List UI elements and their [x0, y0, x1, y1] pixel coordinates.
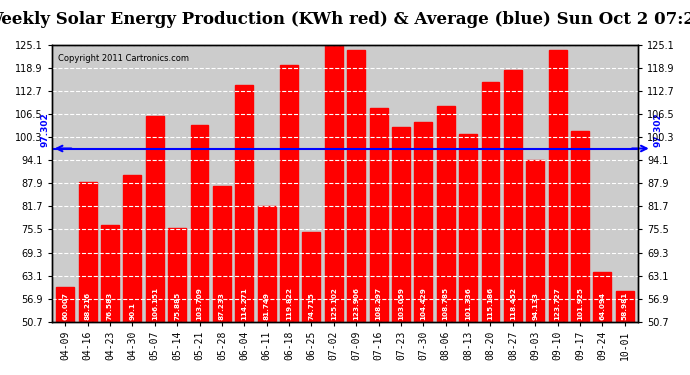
Text: 60.007: 60.007: [62, 292, 68, 320]
Bar: [280, 65, 298, 322]
Bar: [459, 134, 477, 322]
Bar: [526, 160, 544, 322]
Bar: [571, 131, 589, 322]
Text: 125.102: 125.102: [331, 287, 337, 320]
Bar: [437, 106, 455, 322]
Text: Copyright 2011 Cartronics.com: Copyright 2011 Cartronics.com: [58, 54, 188, 63]
Bar: [101, 225, 119, 322]
Bar: [190, 125, 208, 322]
Bar: [370, 108, 388, 322]
Text: 90.1: 90.1: [129, 302, 135, 320]
Bar: [57, 287, 74, 322]
Text: 106.151: 106.151: [152, 287, 158, 320]
Bar: [302, 232, 320, 322]
Text: 97.302: 97.302: [41, 112, 50, 147]
Bar: [593, 272, 611, 322]
Text: 75.885: 75.885: [174, 291, 180, 320]
Bar: [213, 186, 231, 322]
Text: 123.727: 123.727: [555, 287, 561, 320]
Text: 58.981: 58.981: [622, 291, 628, 320]
Bar: [347, 50, 365, 322]
Text: 88.216: 88.216: [85, 292, 90, 320]
Bar: [235, 86, 253, 322]
Text: 108.297: 108.297: [375, 287, 382, 320]
Bar: [616, 291, 633, 322]
Text: 123.906: 123.906: [353, 287, 359, 320]
Text: 118.452: 118.452: [510, 287, 516, 320]
Text: 103.709: 103.709: [197, 287, 202, 320]
Text: Weekly Solar Energy Production (KWh red) & Average (blue) Sun Oct 2 07:27: Weekly Solar Energy Production (KWh red)…: [0, 11, 690, 28]
Bar: [325, 45, 343, 322]
Text: 104.429: 104.429: [420, 287, 426, 320]
Text: 94.133: 94.133: [532, 292, 538, 320]
Bar: [415, 122, 433, 322]
Text: 87.233: 87.233: [219, 292, 225, 320]
Text: 97.302: 97.302: [654, 112, 663, 147]
Bar: [549, 50, 566, 322]
Bar: [79, 182, 97, 322]
Text: 81.749: 81.749: [264, 292, 270, 320]
Text: 74.715: 74.715: [308, 292, 315, 320]
Bar: [504, 70, 522, 322]
Text: 76.583: 76.583: [107, 292, 113, 320]
Bar: [257, 206, 275, 322]
Text: 101.336: 101.336: [465, 287, 471, 320]
Bar: [146, 116, 164, 322]
Bar: [168, 228, 186, 322]
Text: 108.785: 108.785: [443, 286, 448, 320]
Text: 64.094: 64.094: [600, 292, 605, 320]
Text: 119.822: 119.822: [286, 287, 292, 320]
Text: 103.059: 103.059: [398, 287, 404, 320]
Text: 114.271: 114.271: [241, 287, 247, 320]
Bar: [482, 82, 500, 322]
Text: 115.186: 115.186: [488, 286, 493, 320]
Bar: [124, 175, 141, 322]
Bar: [392, 127, 410, 322]
Text: 101.925: 101.925: [577, 287, 583, 320]
